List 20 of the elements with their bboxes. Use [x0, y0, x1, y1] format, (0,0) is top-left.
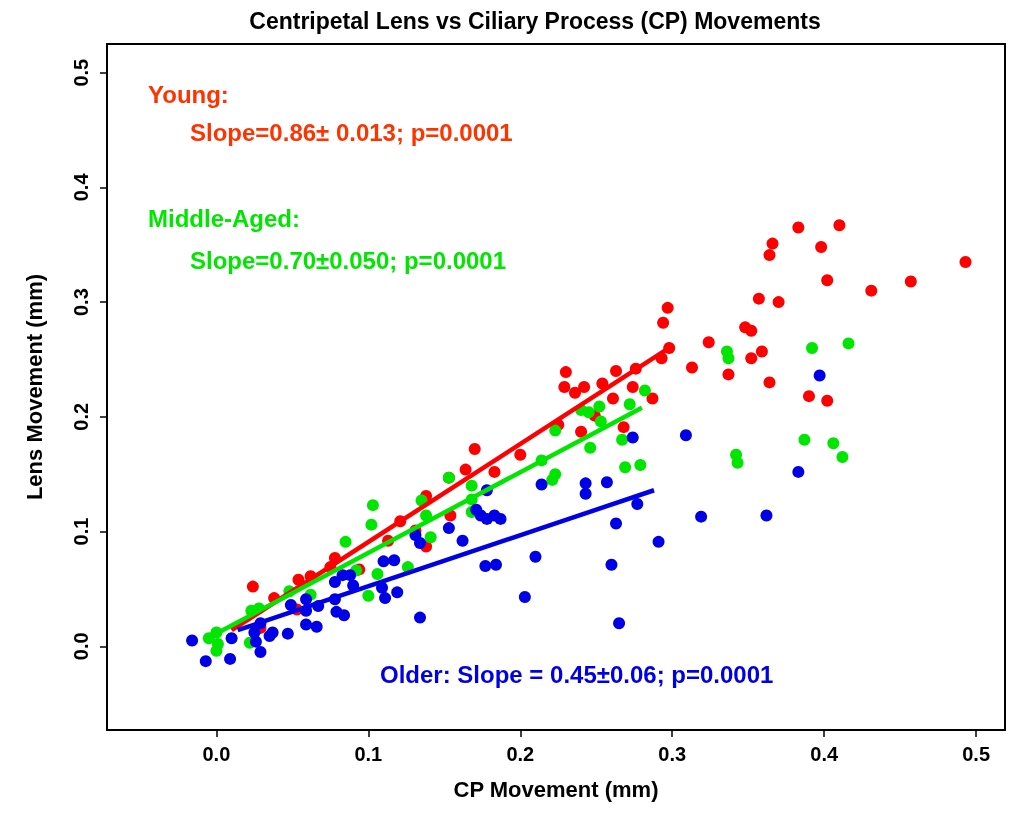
y-tick-label: 0.0 [70, 632, 92, 661]
x-tick-label: 0.4 [810, 743, 839, 765]
annotation: Slope=0.86± 0.013; p=0.0001 [190, 118, 513, 146]
x-tick-label: 0.5 [962, 743, 991, 765]
y-tick-label: 0.1 [70, 517, 92, 546]
annotation: Older: Slope = 0.45±0.06; p=0.0001 [380, 660, 774, 688]
annotation: Young: [148, 80, 229, 108]
chart-title: Centripetal Lens vs Ciliary Process (CP) Movements [249, 7, 821, 34]
y-tick-label: 0.3 [70, 288, 92, 317]
x-axis-title: CP Movement (mm) [453, 776, 659, 802]
x-tick-label: 0.2 [506, 743, 535, 765]
y-axis-title: Lens Movement (mm) [21, 273, 47, 501]
y-tick-label: 0.2 [70, 402, 92, 431]
x-tick-label: 0.3 [658, 743, 687, 765]
annotation: Middle-Aged: [148, 204, 300, 232]
x-tick-label: 0.1 [354, 743, 383, 765]
x-tick-label: 0.0 [202, 743, 231, 765]
y-tick-label: 0.5 [70, 58, 92, 87]
y-tick-label: 0.4 [70, 172, 92, 202]
annotation: Slope=0.70±0.050; p=0.0001 [190, 246, 507, 274]
